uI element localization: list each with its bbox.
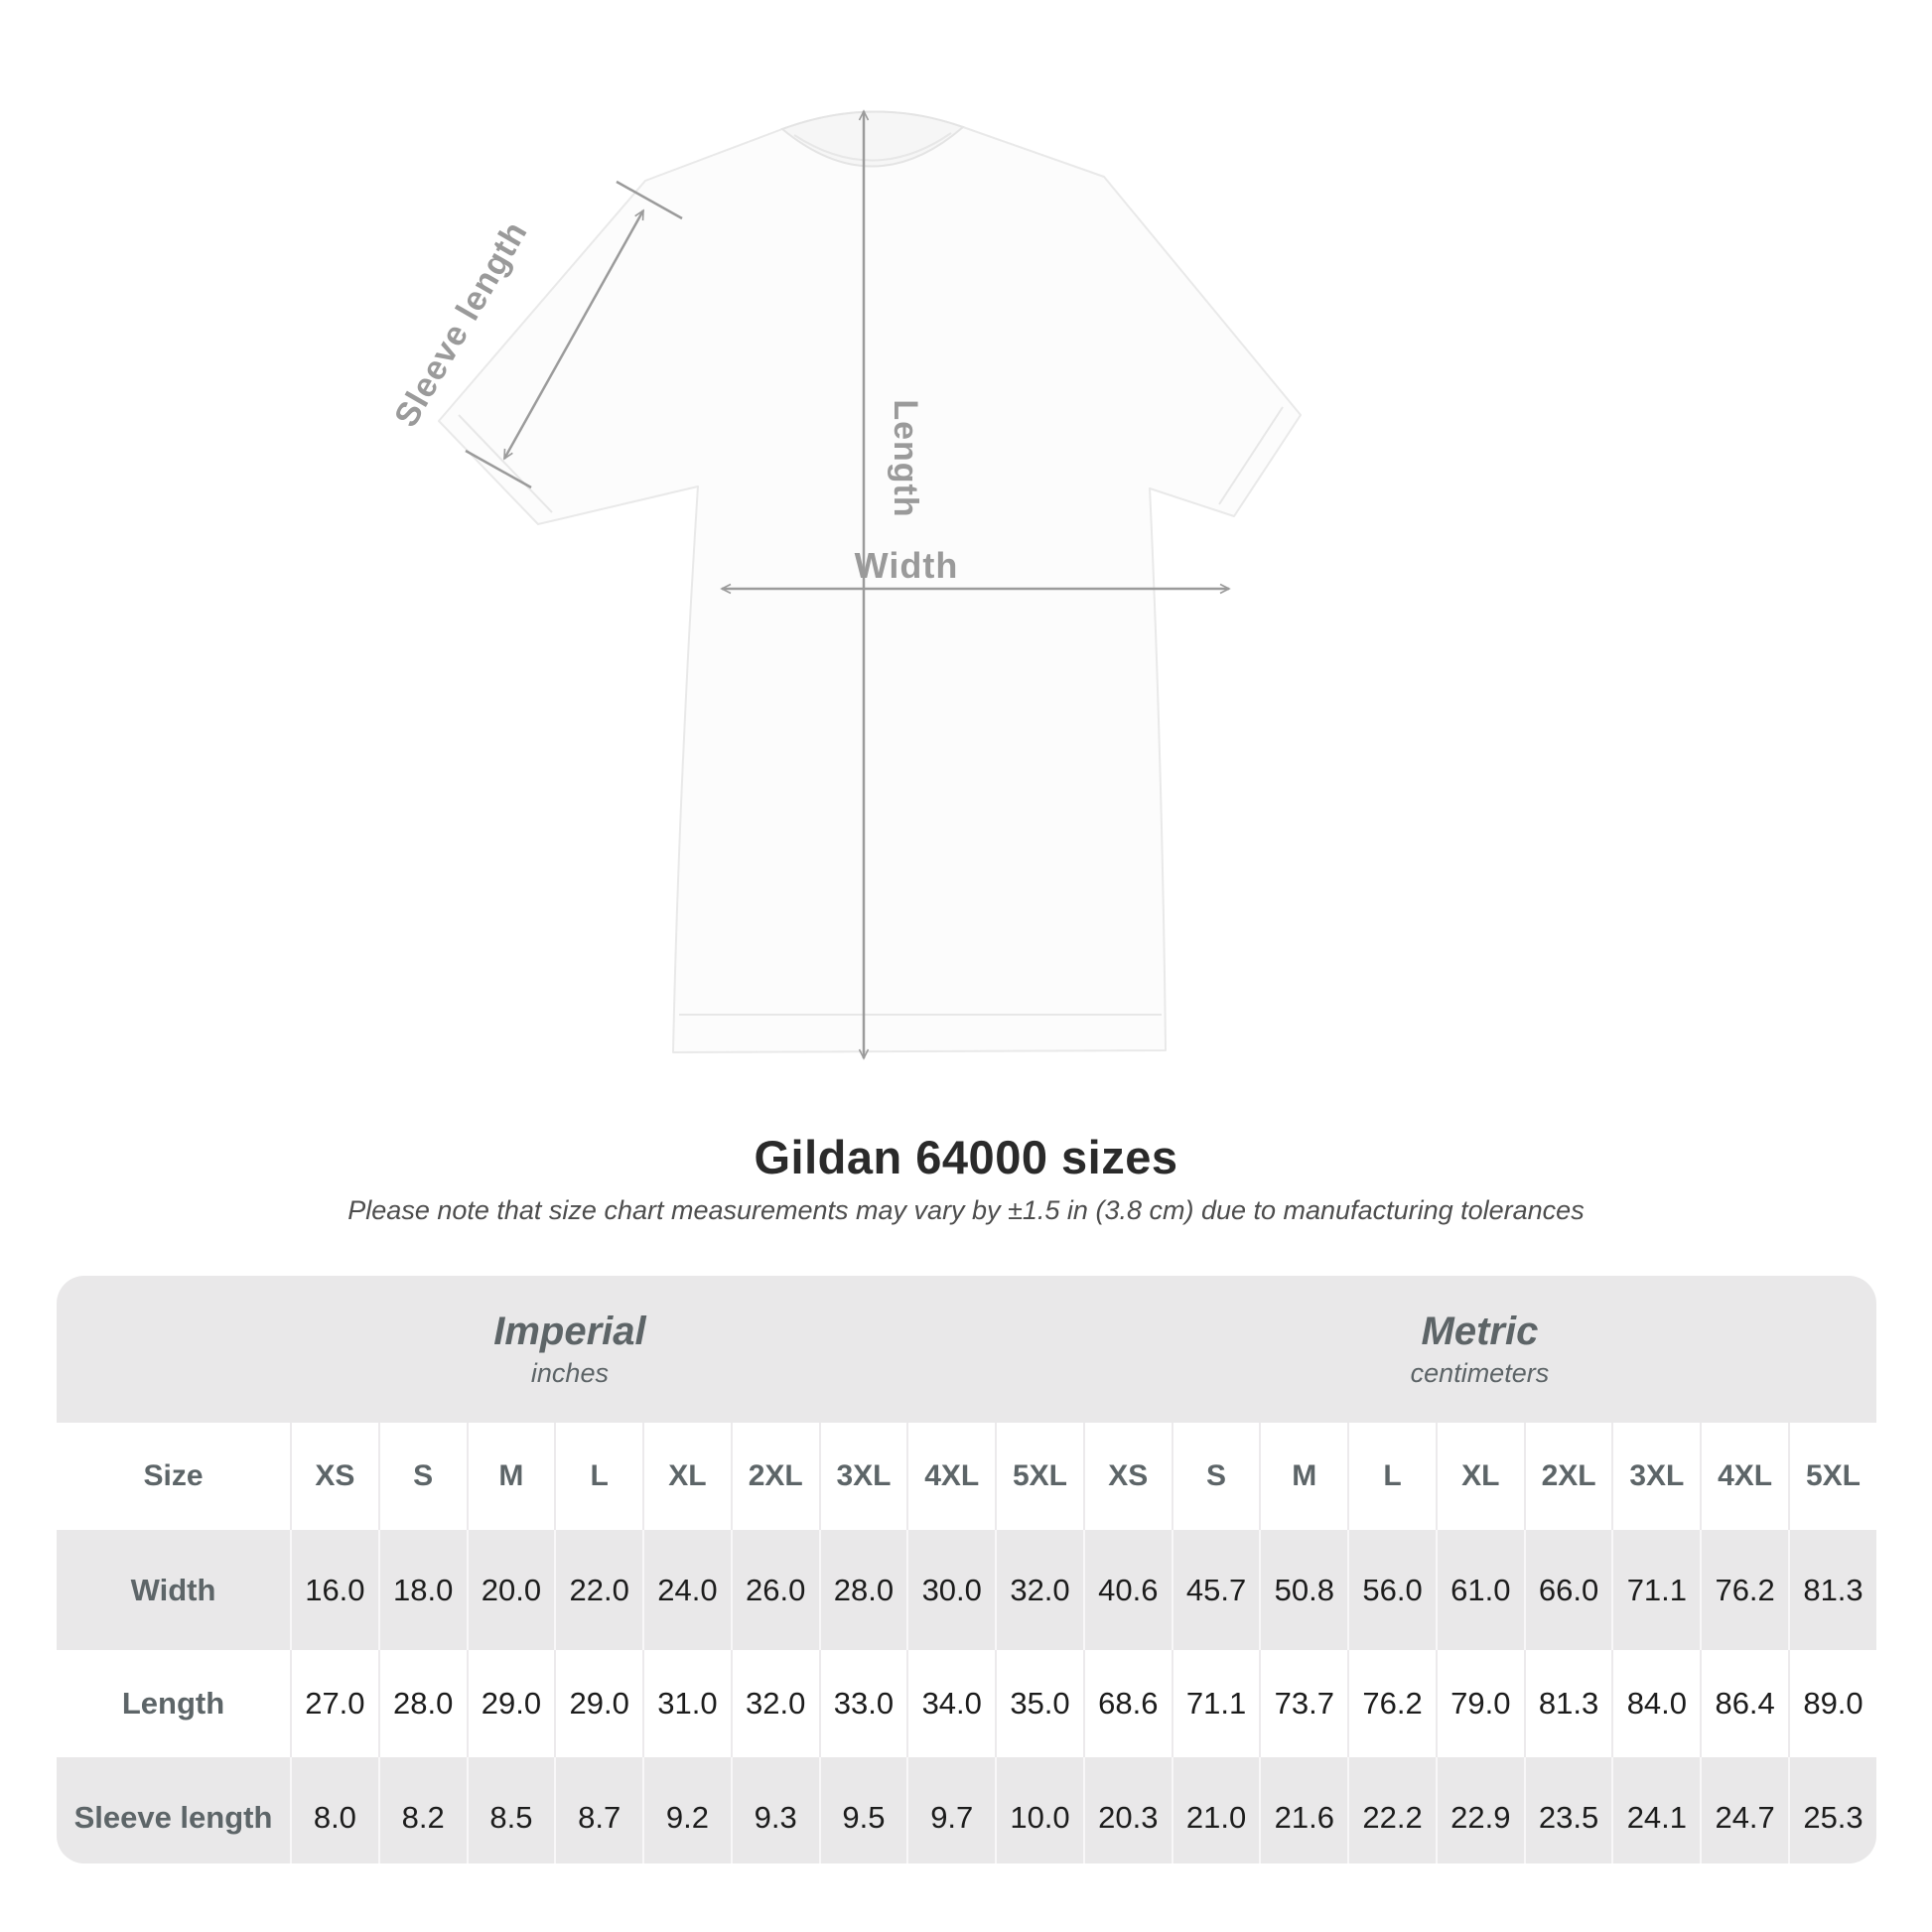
size-header-row: Size XS S M L XL 2XL 3XL 4XL 5XL XS S M …: [57, 1423, 1876, 1530]
table-cell: 24.1: [1611, 1757, 1701, 1863]
size-table-container: Imperial inches Metric centimeters Size …: [57, 1276, 1876, 1863]
table-cell: 22.0: [554, 1530, 643, 1650]
table-cell: 76.2: [1347, 1650, 1436, 1757]
length-row-label: Length: [57, 1650, 290, 1757]
table-cell: 31.0: [642, 1650, 731, 1757]
table-cell: 68.6: [1082, 1650, 1172, 1757]
table-cell: 73.7: [1259, 1650, 1348, 1757]
table-cell: 8.5: [466, 1757, 555, 1863]
size-header-imperial-2xl: 2XL: [730, 1423, 819, 1530]
width-row-label: Width: [57, 1530, 290, 1650]
table-cell: 18.0: [377, 1530, 467, 1650]
length-dimension-label: Length: [887, 399, 924, 517]
table-cell: 20.0: [466, 1530, 555, 1650]
table-cell: 35.0: [995, 1650, 1083, 1757]
table-cell: 34.0: [906, 1650, 996, 1757]
table-cell: 21.6: [1259, 1757, 1348, 1863]
metric-group-label: Metric: [1421, 1310, 1539, 1354]
size-header-metric-3xl: 3XL: [1611, 1423, 1701, 1530]
table-cell: 22.2: [1347, 1757, 1436, 1863]
tolerance-note: Please note that size chart measurements…: [347, 1195, 1585, 1225]
table-cell: 86.4: [1700, 1650, 1789, 1757]
table-cell: 9.7: [906, 1757, 996, 1863]
size-header-imperial-4xl: 4XL: [906, 1423, 996, 1530]
table-cell: 71.1: [1611, 1530, 1701, 1650]
table-cell: 21.0: [1171, 1757, 1260, 1863]
table-cell: 81.3: [1788, 1530, 1876, 1650]
table-cell: 81.3: [1523, 1650, 1612, 1757]
size-table: Imperial inches Metric centimeters Size …: [57, 1276, 1876, 1863]
table-cell: 79.0: [1435, 1650, 1524, 1757]
size-header-metric-m: M: [1259, 1423, 1348, 1530]
sleeve-length-row-label: Sleeve length: [57, 1757, 290, 1863]
size-header-metric-s: S: [1171, 1423, 1260, 1530]
tshirt-measurement-diagram: Length Width Sleeve length: [387, 109, 1302, 1060]
table-cell: 33.0: [818, 1650, 907, 1757]
size-header-metric-5xl: 5XL: [1788, 1423, 1876, 1530]
table-cell: 10.0: [995, 1757, 1083, 1863]
table-cell: 50.8: [1259, 1530, 1348, 1650]
table-cell: 22.9: [1435, 1757, 1524, 1863]
table-cell: 24.0: [642, 1530, 731, 1650]
table-cell: 20.3: [1082, 1757, 1172, 1863]
table-cell: 71.1: [1171, 1650, 1260, 1757]
metric-group-header: Metric centimeters: [1082, 1276, 1876, 1423]
table-cell: 28.0: [377, 1650, 467, 1757]
table-cell: 84.0: [1611, 1650, 1701, 1757]
tshirt-image: [438, 110, 1302, 1053]
table-cell: 76.2: [1700, 1530, 1789, 1650]
table-cell: 9.3: [730, 1757, 819, 1863]
size-header-imperial-3xl: 3XL: [818, 1423, 907, 1530]
unit-group-header-row: Imperial inches Metric centimeters: [57, 1276, 1876, 1423]
sleeve-length-row: Sleeve length 8.0 8.2 8.5 8.7 9.2 9.3 9.…: [57, 1757, 1876, 1863]
table-cell: 27.0: [290, 1650, 378, 1757]
length-row: Length 27.0 28.0 29.0 29.0 31.0 32.0 33.…: [57, 1650, 1876, 1757]
size-header-imperial-l: L: [554, 1423, 643, 1530]
table-cell: 66.0: [1523, 1530, 1612, 1650]
metric-group-unit: centimeters: [1410, 1358, 1550, 1389]
size-header-metric-4xl: 4XL: [1700, 1423, 1789, 1530]
width-row: Width 16.0 18.0 20.0 22.0 24.0 26.0 28.0…: [57, 1530, 1876, 1650]
table-cell: 45.7: [1171, 1530, 1260, 1650]
table-cell: 40.6: [1082, 1530, 1172, 1650]
width-dimension-label: Width: [855, 545, 959, 586]
table-cell: 30.0: [906, 1530, 996, 1650]
imperial-group-header: Imperial inches: [57, 1276, 1083, 1423]
size-column-header: Size: [57, 1423, 290, 1530]
size-header-metric-xs: XS: [1082, 1423, 1172, 1530]
table-cell: 28.0: [818, 1530, 907, 1650]
table-cell: 16.0: [290, 1530, 378, 1650]
sleeve-length-dimension-arrow: [465, 180, 683, 489]
table-cell: 23.5: [1523, 1757, 1612, 1863]
table-cell: 8.0: [290, 1757, 378, 1863]
size-header-imperial-5xl: 5XL: [995, 1423, 1083, 1530]
table-cell: 29.0: [466, 1650, 555, 1757]
table-cell: 89.0: [1788, 1650, 1876, 1757]
table-cell: 24.7: [1700, 1757, 1789, 1863]
size-header-imperial-xl: XL: [642, 1423, 731, 1530]
table-cell: 56.0: [1347, 1530, 1436, 1650]
imperial-group-label: Imperial: [493, 1310, 646, 1354]
imperial-group-unit: inches: [530, 1358, 609, 1389]
table-cell: 8.7: [554, 1757, 643, 1863]
table-cell: 61.0: [1435, 1530, 1524, 1650]
table-cell: 32.0: [995, 1530, 1083, 1650]
size-header-imperial-m: M: [466, 1423, 555, 1530]
table-cell: 25.3: [1788, 1757, 1876, 1863]
table-cell: 26.0: [730, 1530, 819, 1650]
page-title: Gildan 64000 sizes: [754, 1131, 1178, 1183]
size-header-metric-xl: XL: [1435, 1423, 1524, 1530]
size-header-imperial-xs: XS: [290, 1423, 378, 1530]
table-cell: 32.0: [730, 1650, 819, 1757]
size-header-metric-l: L: [1347, 1423, 1436, 1530]
size-header-metric-2xl: 2XL: [1523, 1423, 1612, 1530]
table-cell: 9.2: [642, 1757, 731, 1863]
size-header-imperial-s: S: [377, 1423, 467, 1530]
table-cell: 9.5: [818, 1757, 907, 1863]
table-cell: 8.2: [377, 1757, 467, 1863]
table-cell: 29.0: [554, 1650, 643, 1757]
